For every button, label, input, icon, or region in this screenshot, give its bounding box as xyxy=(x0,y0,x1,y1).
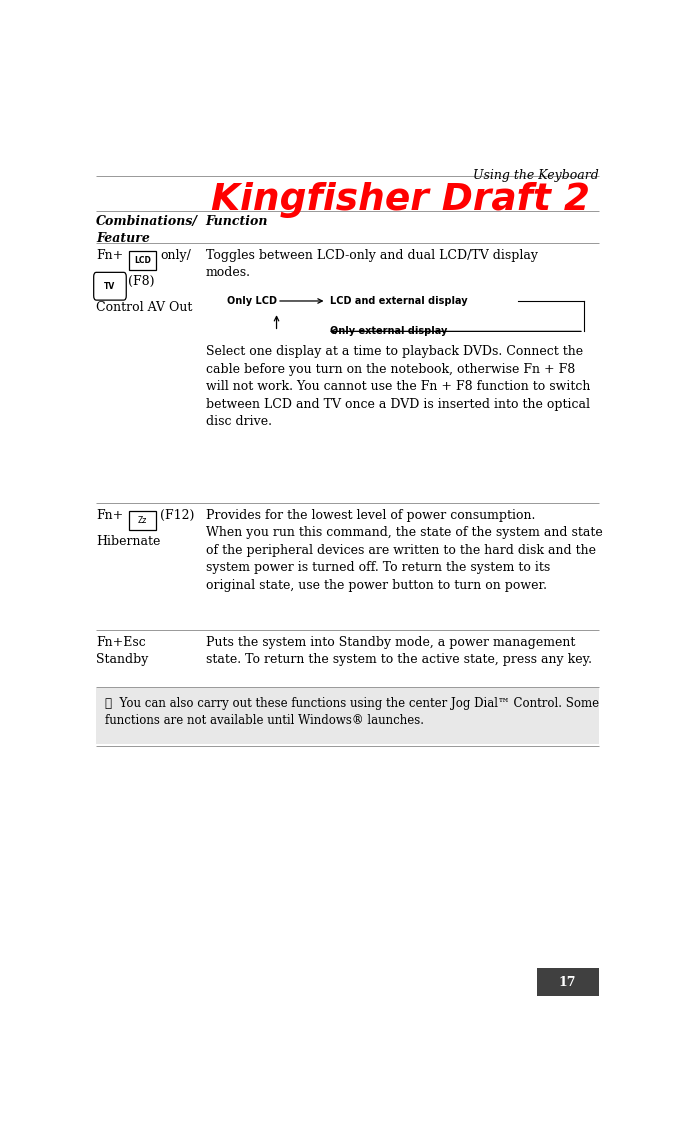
Bar xyxy=(96,687,599,745)
Text: Control AV Out: Control AV Out xyxy=(96,301,193,314)
Text: (F12): (F12) xyxy=(161,508,195,522)
Text: Select one display at a time to playback DVDs. Connect the
cable before you turn: Select one display at a time to playback… xyxy=(205,345,590,428)
Text: only/: only/ xyxy=(161,249,191,261)
FancyBboxPatch shape xyxy=(94,273,126,300)
Text: ✍  You can also carry out these functions using the center Jog Dial™ Control. So: ✍ You can also carry out these functions… xyxy=(104,696,599,727)
Text: Hibernate: Hibernate xyxy=(96,535,161,548)
Text: Puts the system into Standby mode, a power management
state. To return the syste: Puts the system into Standby mode, a pow… xyxy=(205,636,592,666)
Text: Using the Keyboard: Using the Keyboard xyxy=(473,169,599,181)
Text: Toggles between LCD-only and dual LCD/TV display
modes.: Toggles between LCD-only and dual LCD/TV… xyxy=(205,249,538,279)
Text: Zz: Zz xyxy=(138,516,147,524)
Text: Kingfisher Draft 2: Kingfisher Draft 2 xyxy=(211,183,589,219)
Bar xyxy=(129,250,156,269)
Text: Fn+Esc
Standby: Fn+Esc Standby xyxy=(96,636,148,666)
Text: 17: 17 xyxy=(559,976,576,988)
Text: Fn+: Fn+ xyxy=(96,249,123,261)
Text: Fn+: Fn+ xyxy=(96,508,123,522)
Text: Only external display: Only external display xyxy=(330,327,447,336)
Text: LCD and external display: LCD and external display xyxy=(330,296,467,307)
Bar xyxy=(129,511,156,530)
Text: Provides for the lowest level of power consumption.
When you run this command, t: Provides for the lowest level of power c… xyxy=(205,508,602,592)
Text: (F8): (F8) xyxy=(128,275,155,289)
Bar xyxy=(537,968,599,996)
Text: Function: Function xyxy=(205,215,268,228)
Text: LCD: LCD xyxy=(134,256,151,265)
Text: Combinations/
Feature: Combinations/ Feature xyxy=(96,215,198,245)
Text: Only LCD: Only LCD xyxy=(226,296,277,307)
Text: TV: TV xyxy=(104,282,115,291)
